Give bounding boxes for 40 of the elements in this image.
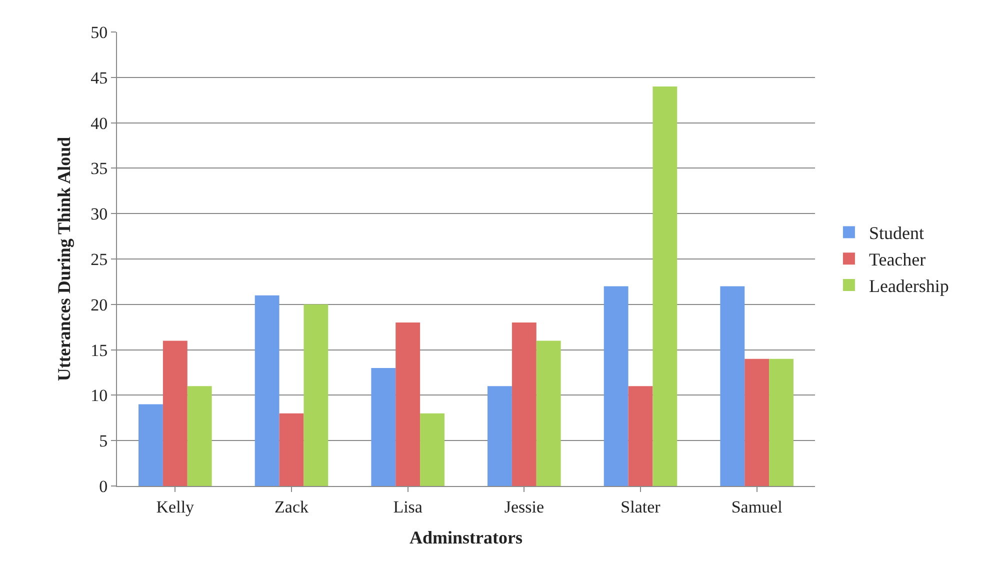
bar (371, 368, 396, 486)
bar (488, 386, 512, 486)
y-tick-label: 25 (90, 250, 108, 269)
y-axis-title: Utterances During Think Aloud (54, 136, 74, 382)
bar (628, 386, 653, 486)
legend-label: Teacher (868, 250, 926, 270)
bar (512, 322, 536, 486)
bar (304, 304, 328, 486)
bar (279, 413, 304, 486)
legend-label: Student (868, 223, 924, 244)
bar (138, 404, 163, 486)
bar (652, 86, 678, 486)
bar (536, 340, 561, 486)
x-tick-label: Zack (274, 497, 309, 516)
x-tick-label: Jessie (504, 497, 544, 516)
legend-label: Leadership (868, 276, 949, 296)
x-tick-label: Kelly (156, 497, 195, 516)
bar (420, 413, 444, 486)
bar (254, 295, 280, 486)
y-tick-label: 10 (90, 386, 108, 406)
bar (720, 286, 745, 486)
y-tick-label: 5 (99, 432, 108, 451)
y-tick-label: 45 (90, 68, 108, 88)
x-axis-title: Adminstrators (410, 528, 522, 548)
bar (744, 358, 770, 486)
x-tick-label: Lisa (393, 497, 423, 516)
x-tick-label: Slater (620, 497, 661, 516)
y-tick-label: 0 (99, 476, 108, 496)
y-tick-label: 20 (90, 295, 108, 314)
y-tick-label: 35 (90, 159, 108, 178)
y-tick-label: 15 (90, 340, 108, 360)
bar (396, 322, 420, 486)
x-tick-label: Samuel (731, 497, 783, 516)
bar (604, 286, 628, 486)
y-tick-label: 50 (90, 22, 108, 42)
bar (187, 386, 212, 486)
y-tick-label: 30 (90, 204, 108, 224)
y-tick-label: 40 (90, 114, 108, 133)
bar (162, 340, 188, 486)
bar (769, 358, 794, 486)
